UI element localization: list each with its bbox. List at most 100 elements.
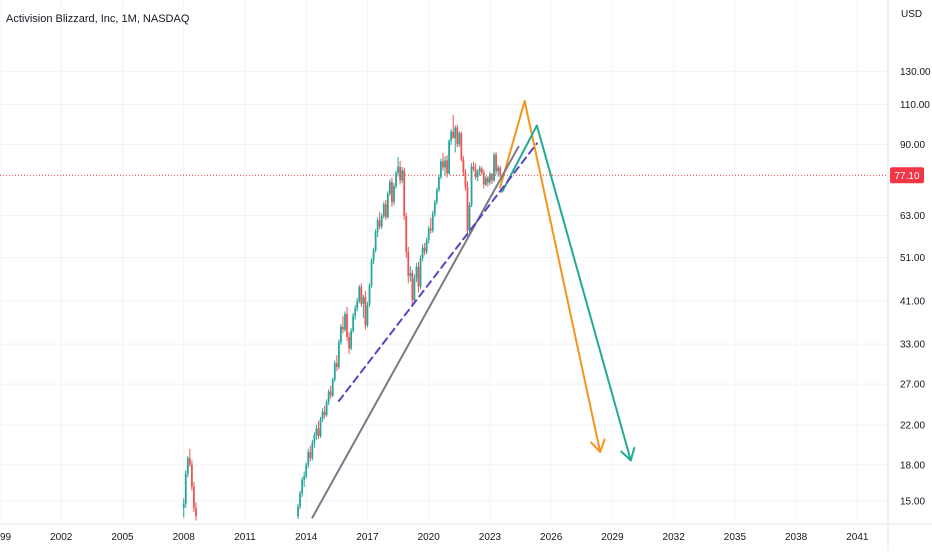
candle[interactable] (433, 199, 436, 217)
candle[interactable] (452, 114, 455, 139)
candle[interactable] (462, 156, 465, 177)
candle[interactable] (337, 339, 340, 370)
candle[interactable] (188, 448, 191, 467)
candle[interactable] (411, 269, 414, 307)
candle[interactable] (454, 125, 457, 153)
candle[interactable] (362, 294, 365, 319)
candle[interactable] (435, 187, 438, 205)
candle[interactable] (460, 131, 463, 162)
candle[interactable] (358, 285, 361, 304)
candle[interactable] (448, 139, 451, 175)
candle[interactable] (384, 199, 387, 220)
candle[interactable] (309, 445, 312, 462)
candle[interactable] (405, 212, 408, 258)
candle[interactable] (311, 439, 314, 461)
candle[interactable] (472, 161, 475, 172)
orange-projection[interactable] (499, 99, 602, 453)
candle[interactable] (386, 191, 389, 219)
candle[interactable] (425, 237, 428, 255)
candle[interactable] (486, 176, 489, 187)
candle[interactable] (342, 316, 344, 334)
candle-layer[interactable] (182, 114, 502, 521)
candle[interactable] (427, 225, 430, 244)
candle[interactable] (380, 213, 383, 229)
candle[interactable] (391, 177, 393, 207)
candle[interactable] (437, 174, 440, 193)
candle[interactable] (348, 332, 350, 355)
candle[interactable] (301, 477, 304, 498)
candle[interactable] (354, 304, 357, 320)
candle[interactable] (444, 156, 446, 176)
candle[interactable] (340, 324, 342, 345)
candle[interactable] (195, 502, 197, 521)
purple-dashed-trendline[interactable] (337, 142, 538, 402)
candle[interactable] (331, 377, 334, 398)
candle[interactable] (372, 247, 375, 265)
candle[interactable] (484, 175, 487, 187)
candle[interactable] (356, 298, 359, 312)
candle[interactable] (474, 163, 477, 180)
candle[interactable] (470, 163, 473, 208)
candle[interactable] (401, 166, 404, 184)
candle[interactable] (299, 490, 301, 510)
candle[interactable] (370, 258, 373, 288)
candle[interactable] (335, 355, 338, 372)
candle[interactable] (399, 161, 402, 185)
candle[interactable] (429, 217, 432, 234)
candle[interactable] (468, 202, 471, 235)
candle[interactable] (458, 131, 461, 147)
candle[interactable] (307, 448, 310, 469)
candle[interactable] (333, 360, 336, 382)
candle[interactable] (499, 165, 502, 178)
candle[interactable] (346, 306, 348, 342)
candle[interactable] (489, 171, 491, 185)
candle[interactable] (409, 266, 412, 282)
candle[interactable] (476, 169, 479, 182)
candle[interactable] (190, 460, 193, 491)
candle[interactable] (495, 152, 497, 175)
candle[interactable] (344, 311, 346, 332)
candle[interactable] (482, 169, 485, 189)
candle[interactable] (450, 129, 453, 145)
candle[interactable] (393, 183, 395, 206)
candle[interactable] (321, 408, 324, 423)
candle[interactable] (440, 158, 442, 180)
candle[interactable] (327, 389, 330, 406)
candle[interactable] (478, 165, 481, 176)
candle[interactable] (407, 246, 410, 284)
gray-trendline[interactable] (311, 145, 520, 519)
candle[interactable] (374, 229, 377, 253)
candle[interactable] (352, 312, 355, 333)
candle[interactable] (415, 263, 418, 282)
candle[interactable] (186, 456, 189, 478)
candle[interactable] (446, 155, 448, 178)
candle[interactable] (419, 255, 422, 290)
candle[interactable] (466, 181, 469, 238)
candle[interactable] (413, 274, 416, 304)
candle[interactable] (389, 179, 391, 196)
candle[interactable] (442, 152, 444, 171)
teal-projection[interactable] (501, 124, 632, 462)
candle[interactable] (303, 471, 306, 487)
candle[interactable] (423, 242, 426, 256)
candle[interactable] (491, 172, 493, 184)
candle[interactable] (193, 482, 195, 512)
candle[interactable] (403, 167, 406, 221)
candle[interactable] (378, 211, 381, 230)
candle[interactable] (315, 424, 318, 440)
candle[interactable] (329, 385, 332, 399)
candle[interactable] (297, 503, 299, 520)
candle[interactable] (323, 405, 326, 419)
candle[interactable] (456, 124, 459, 148)
candle[interactable] (397, 157, 399, 177)
candle[interactable] (319, 416, 322, 438)
candle[interactable] (360, 283, 363, 307)
candle[interactable] (364, 291, 367, 330)
candle[interactable] (366, 301, 369, 328)
candle[interactable] (493, 152, 495, 182)
candle[interactable] (395, 170, 397, 189)
candle[interactable] (182, 498, 185, 518)
candle[interactable] (350, 327, 353, 351)
drawing-layer[interactable] (311, 99, 636, 519)
candle[interactable] (325, 399, 328, 417)
